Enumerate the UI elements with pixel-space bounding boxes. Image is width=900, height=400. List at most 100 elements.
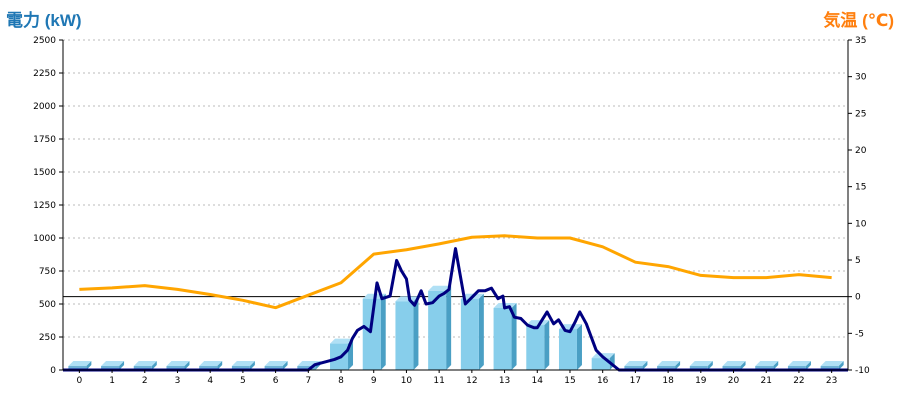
power-bar-side: [119, 361, 125, 370]
x-tick-label: 5: [240, 376, 246, 386]
power-bars: [68, 285, 844, 370]
power-bar-top: [68, 361, 92, 366]
power-bar-face: [264, 366, 283, 370]
right-tick-label: 10: [855, 219, 867, 229]
power-bar-top: [526, 320, 550, 326]
right-tick-label: -10: [855, 366, 870, 376]
power-bar-face: [722, 366, 741, 370]
power-bar-face: [101, 366, 120, 370]
power-bar-face: [624, 366, 643, 370]
right-tick-label: 0: [855, 293, 861, 303]
power-bar-side: [86, 361, 92, 370]
power-bar-side: [675, 361, 681, 370]
power-bar: [722, 361, 746, 370]
power-bar-top: [820, 361, 844, 366]
x-tick-label: 10: [401, 376, 413, 386]
temperature-line: [79, 234, 832, 310]
right-tick-label: 15: [855, 183, 866, 193]
power-bar-face: [558, 329, 577, 370]
right-tick-label: -5: [855, 329, 864, 339]
power-bar-face: [133, 366, 152, 370]
right-tick-label: 20: [855, 146, 867, 156]
power-bar-top: [199, 361, 223, 366]
power-bar-top: [689, 361, 713, 366]
x-tick-label: 22: [793, 376, 804, 386]
x-tick-label: 11: [433, 376, 444, 386]
power-line: [63, 247, 848, 372]
power-bar-face: [297, 366, 316, 370]
power-bar-top: [231, 361, 255, 366]
power-bar-top: [722, 361, 746, 366]
x-axis-ticks: 0 1 2 3 4 5 6 7 8 9 10 11 12 13 14 15 16 17 18 19 20 21 22 23: [76, 370, 837, 386]
power-bar-face: [591, 358, 610, 370]
power-bar-side: [184, 361, 190, 370]
power-bar-side: [511, 302, 517, 370]
x-tick-label: 4: [207, 376, 213, 386]
power-bar-face: [362, 298, 381, 370]
power-bar: [68, 361, 92, 370]
power-bar: [231, 361, 255, 370]
power-bar-top: [264, 361, 288, 366]
power-bar-top: [755, 361, 779, 366]
x-tick-label: 20: [728, 376, 740, 386]
power-bar: [395, 296, 419, 370]
power-bar-top: [657, 361, 681, 366]
power-bar-top: [133, 361, 157, 366]
right-tick-label: 30: [855, 73, 867, 83]
power-bar-face: [395, 301, 414, 370]
power-bar-side: [576, 324, 582, 370]
x-tick-label: 19: [695, 376, 707, 386]
power-bar: [362, 293, 386, 370]
power-bar-side: [773, 361, 779, 370]
power-bar: [820, 361, 844, 370]
power-bar-face: [657, 366, 676, 370]
power-bar-face: [493, 307, 512, 370]
x-tick-label: 0: [76, 376, 82, 386]
x-tick-label: 13: [499, 376, 510, 386]
x-tick-label: 12: [466, 376, 477, 386]
left-axis-title: 電力 (kW): [6, 11, 82, 30]
power-bar-face: [428, 290, 447, 370]
power-bar-face: [755, 366, 774, 370]
power-bar-side: [707, 361, 713, 370]
x-tick-label: 14: [532, 376, 544, 386]
left-tick-label: 2500: [33, 36, 56, 46]
left-tick-label: 500: [39, 300, 56, 310]
power-bar-top: [787, 361, 811, 366]
right-tick-label: 35: [855, 36, 866, 46]
right-tick-label: 25: [855, 109, 866, 119]
x-tick-label: 17: [630, 376, 641, 386]
x-tick-label: 15: [564, 376, 575, 386]
x-tick-label: 16: [597, 376, 609, 386]
x-tick-label: 2: [142, 376, 148, 386]
power-bar-face: [68, 366, 87, 370]
power-bar: [264, 361, 288, 370]
power-bar: [526, 320, 550, 370]
right-axis-title: 気温 (℃): [823, 11, 894, 30]
power-bar: [199, 361, 223, 370]
power-bar: [428, 285, 452, 370]
power-bar: [787, 361, 811, 370]
left-tick-label: 250: [39, 333, 56, 343]
power-bar-side: [544, 320, 550, 370]
power-bar-side: [478, 293, 484, 370]
power-bar-side: [217, 361, 223, 370]
left-axis-ticks: 0 250 500 750 1000 1250 1500 1750 2000 2250 2500: [33, 36, 63, 376]
left-tick-label: 1000: [33, 234, 56, 244]
power-bar-side: [446, 285, 452, 370]
axes: [62, 40, 849, 371]
power-bar-face: [460, 298, 479, 370]
power-bar: [755, 361, 779, 370]
power-bar: [460, 293, 484, 370]
power-bar-side: [282, 361, 288, 370]
left-tick-label: 750: [39, 267, 56, 277]
x-tick-label: 6: [273, 376, 279, 386]
power-bar: [657, 361, 681, 370]
left-tick-label: 2250: [33, 69, 56, 79]
power-bar-side: [740, 361, 746, 370]
power-bar: [166, 361, 190, 370]
power-bar-face: [526, 325, 545, 370]
right-axis-ticks: -10 -5 0 5 10 15 20 25 30 35: [848, 36, 870, 376]
power-bar-face: [820, 366, 839, 370]
x-tick-label: 7: [305, 376, 311, 386]
